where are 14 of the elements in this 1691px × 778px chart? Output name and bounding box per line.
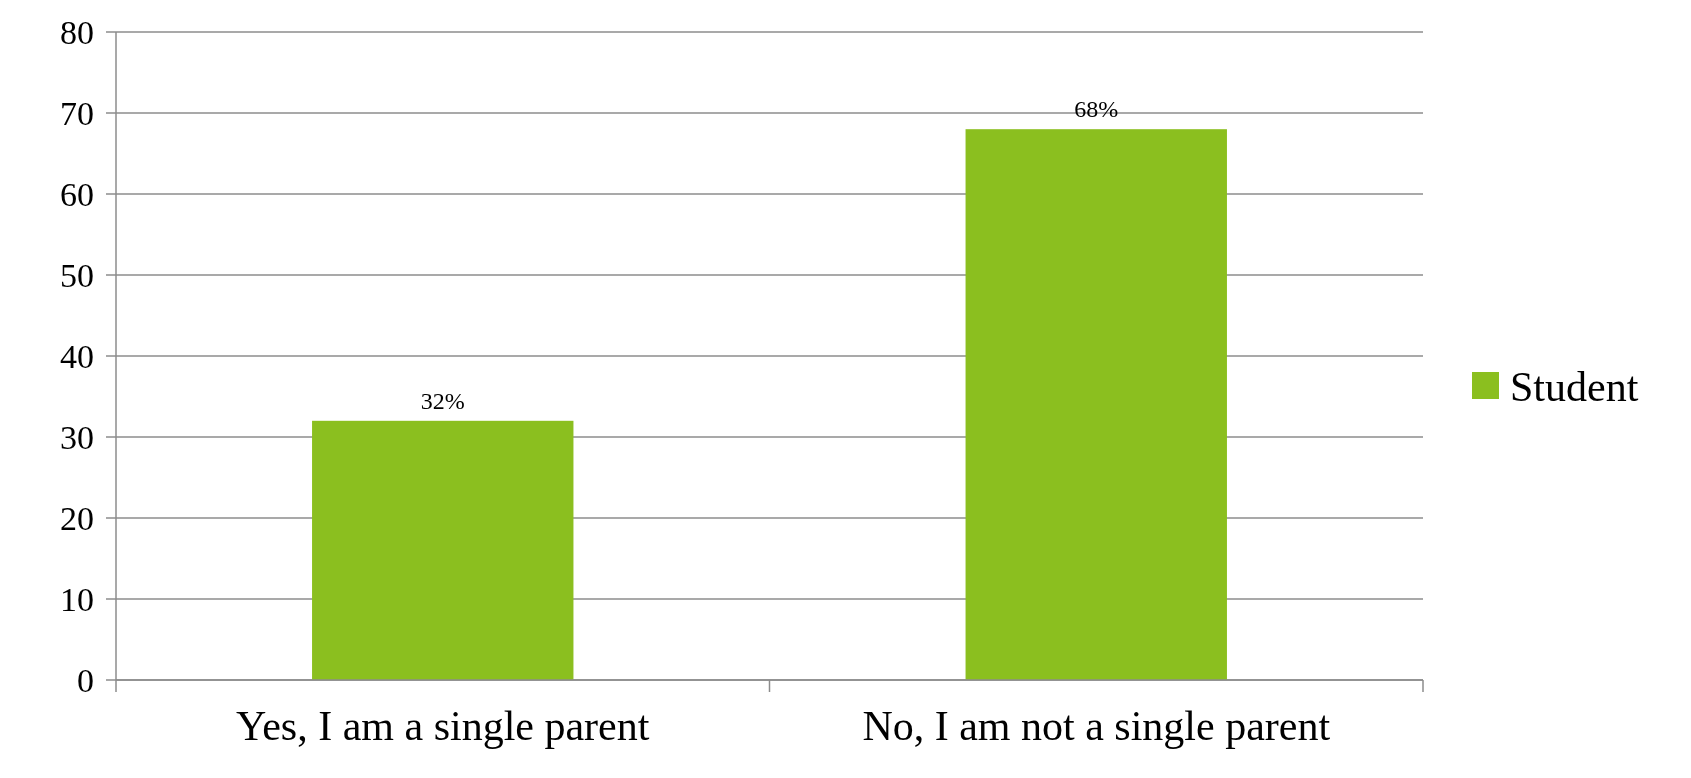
y-tick-label: 70	[60, 94, 94, 132]
y-tick-label: 0	[77, 661, 94, 699]
y-tick-label: 40	[60, 337, 94, 375]
y-tick-label: 80	[60, 13, 94, 51]
data-label: 32%	[420, 387, 465, 414]
y-tick-label: 10	[60, 580, 94, 618]
y-tick-label: 50	[60, 256, 94, 294]
x-tick-label: Yes, I am a single parent	[236, 703, 650, 749]
legend-label: Student	[1510, 363, 1639, 410]
data-label: 68%	[1074, 96, 1119, 123]
y-tick-label: 20	[60, 499, 94, 537]
y-tick-label: 30	[60, 418, 94, 456]
x-tick-label: No, I am not a single parent	[862, 703, 1331, 749]
y-tick-label: 60	[60, 175, 94, 213]
